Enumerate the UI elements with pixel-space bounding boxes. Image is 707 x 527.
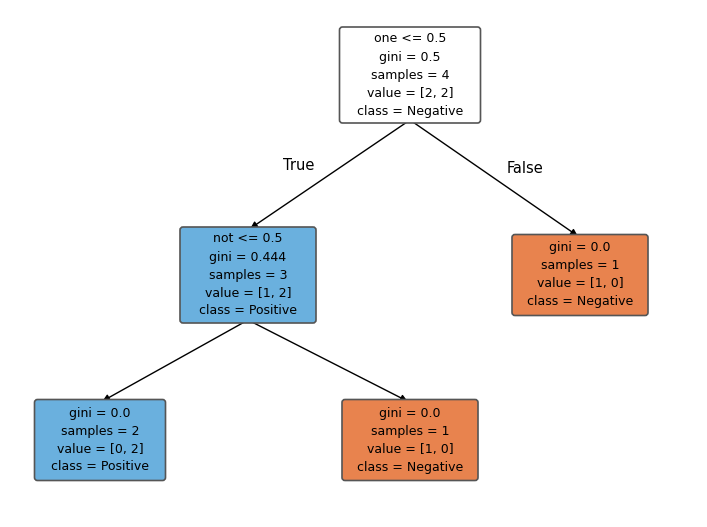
Text: False: False xyxy=(507,161,544,176)
FancyBboxPatch shape xyxy=(180,227,316,323)
Text: gini = 0.0
samples = 1
value = [1, 0]
class = Negative: gini = 0.0 samples = 1 value = [1, 0] cl… xyxy=(357,406,463,473)
FancyBboxPatch shape xyxy=(35,399,165,481)
Text: one <= 0.5
gini = 0.5
samples = 4
value = [2, 2]
class = Negative: one <= 0.5 gini = 0.5 samples = 4 value … xyxy=(357,33,463,118)
FancyBboxPatch shape xyxy=(512,235,648,316)
Text: gini = 0.0
samples = 1
value = [1, 0]
class = Negative: gini = 0.0 samples = 1 value = [1, 0] cl… xyxy=(527,241,633,308)
Text: True: True xyxy=(284,158,315,172)
FancyBboxPatch shape xyxy=(342,399,478,481)
FancyBboxPatch shape xyxy=(339,27,481,123)
Text: not <= 0.5
gini = 0.444
samples = 3
value = [1, 2]
class = Positive: not <= 0.5 gini = 0.444 samples = 3 valu… xyxy=(199,232,297,317)
Text: gini = 0.0
samples = 2
value = [0, 2]
class = Positive: gini = 0.0 samples = 2 value = [0, 2] cl… xyxy=(51,406,149,473)
